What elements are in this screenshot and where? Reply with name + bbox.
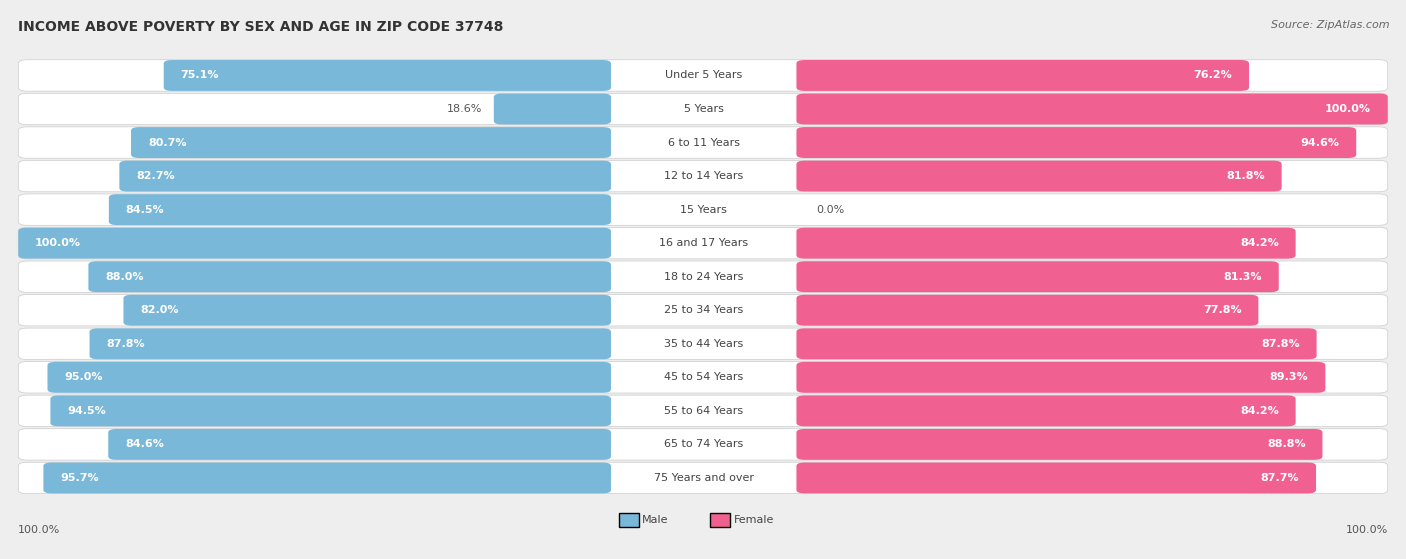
Text: 75.1%: 75.1% [180, 70, 219, 80]
Text: 25 to 34 Years: 25 to 34 Years [664, 305, 744, 315]
FancyBboxPatch shape [796, 362, 1326, 393]
Text: 94.6%: 94.6% [1301, 138, 1340, 148]
FancyBboxPatch shape [710, 513, 730, 527]
FancyBboxPatch shape [18, 261, 1388, 292]
Text: 88.0%: 88.0% [105, 272, 143, 282]
FancyBboxPatch shape [120, 160, 612, 192]
Text: 100.0%: 100.0% [1346, 525, 1388, 536]
FancyBboxPatch shape [18, 362, 1388, 393]
Text: 100.0%: 100.0% [18, 525, 60, 536]
FancyBboxPatch shape [18, 228, 1388, 259]
Text: 100.0%: 100.0% [35, 238, 82, 248]
Text: 100.0%: 100.0% [1324, 104, 1371, 114]
Text: Source: ZipAtlas.com: Source: ZipAtlas.com [1271, 20, 1389, 30]
Text: Under 5 Years: Under 5 Years [665, 70, 742, 80]
Text: 88.8%: 88.8% [1267, 439, 1306, 449]
FancyBboxPatch shape [18, 395, 1388, 427]
Text: 87.8%: 87.8% [1261, 339, 1299, 349]
FancyBboxPatch shape [18, 328, 1388, 359]
FancyBboxPatch shape [18, 93, 1388, 125]
Text: 18.6%: 18.6% [447, 104, 482, 114]
FancyBboxPatch shape [131, 127, 612, 158]
Text: 89.3%: 89.3% [1270, 372, 1309, 382]
Text: 84.5%: 84.5% [125, 205, 165, 215]
FancyBboxPatch shape [619, 513, 638, 527]
FancyBboxPatch shape [18, 228, 612, 259]
Text: Female: Female [734, 515, 773, 525]
FancyBboxPatch shape [796, 261, 1278, 292]
Text: 80.7%: 80.7% [148, 138, 187, 148]
FancyBboxPatch shape [18, 462, 1388, 494]
FancyBboxPatch shape [18, 127, 1388, 158]
Text: 65 to 74 Years: 65 to 74 Years [664, 439, 744, 449]
Text: 94.5%: 94.5% [67, 406, 105, 416]
Text: 84.2%: 84.2% [1240, 238, 1279, 248]
FancyBboxPatch shape [18, 295, 1388, 326]
FancyBboxPatch shape [90, 328, 612, 359]
FancyBboxPatch shape [89, 261, 612, 292]
Text: 6 to 11 Years: 6 to 11 Years [668, 138, 740, 148]
Text: 76.2%: 76.2% [1194, 70, 1232, 80]
Text: 75 Years and over: 75 Years and over [654, 473, 754, 483]
FancyBboxPatch shape [18, 160, 1388, 192]
FancyBboxPatch shape [51, 395, 612, 427]
Text: 16 and 17 Years: 16 and 17 Years [659, 238, 748, 248]
FancyBboxPatch shape [494, 93, 612, 125]
FancyBboxPatch shape [796, 127, 1357, 158]
Text: 95.0%: 95.0% [65, 372, 103, 382]
Text: 95.7%: 95.7% [60, 473, 98, 483]
FancyBboxPatch shape [18, 429, 1388, 460]
FancyBboxPatch shape [796, 160, 1282, 192]
FancyBboxPatch shape [48, 362, 612, 393]
Text: 81.3%: 81.3% [1223, 272, 1261, 282]
Text: 55 to 64 Years: 55 to 64 Years [664, 406, 744, 416]
FancyBboxPatch shape [796, 395, 1296, 427]
Text: 15 Years: 15 Years [681, 205, 727, 215]
FancyBboxPatch shape [124, 295, 612, 326]
FancyBboxPatch shape [18, 194, 1388, 225]
Text: 45 to 54 Years: 45 to 54 Years [664, 372, 744, 382]
FancyBboxPatch shape [796, 429, 1323, 460]
Text: 18 to 24 Years: 18 to 24 Years [664, 272, 744, 282]
FancyBboxPatch shape [796, 60, 1249, 91]
Text: 82.7%: 82.7% [136, 171, 174, 181]
FancyBboxPatch shape [44, 462, 612, 494]
FancyBboxPatch shape [796, 462, 1316, 494]
FancyBboxPatch shape [108, 429, 612, 460]
FancyBboxPatch shape [796, 295, 1258, 326]
Text: 84.6%: 84.6% [125, 439, 165, 449]
Text: INCOME ABOVE POVERTY BY SEX AND AGE IN ZIP CODE 37748: INCOME ABOVE POVERTY BY SEX AND AGE IN Z… [18, 20, 503, 34]
Text: 12 to 14 Years: 12 to 14 Years [664, 171, 744, 181]
FancyBboxPatch shape [796, 228, 1296, 259]
Text: 77.8%: 77.8% [1204, 305, 1241, 315]
Text: 84.2%: 84.2% [1240, 406, 1279, 416]
FancyBboxPatch shape [796, 93, 1388, 125]
Text: 82.0%: 82.0% [141, 305, 179, 315]
FancyBboxPatch shape [796, 328, 1316, 359]
Text: Male: Male [643, 515, 668, 525]
Text: 87.7%: 87.7% [1261, 473, 1299, 483]
Text: 0.0%: 0.0% [815, 205, 845, 215]
FancyBboxPatch shape [108, 194, 612, 225]
Text: 87.8%: 87.8% [107, 339, 145, 349]
FancyBboxPatch shape [18, 60, 1388, 91]
FancyBboxPatch shape [163, 60, 612, 91]
Text: 35 to 44 Years: 35 to 44 Years [664, 339, 744, 349]
Text: 81.8%: 81.8% [1226, 171, 1265, 181]
Text: 5 Years: 5 Years [683, 104, 724, 114]
